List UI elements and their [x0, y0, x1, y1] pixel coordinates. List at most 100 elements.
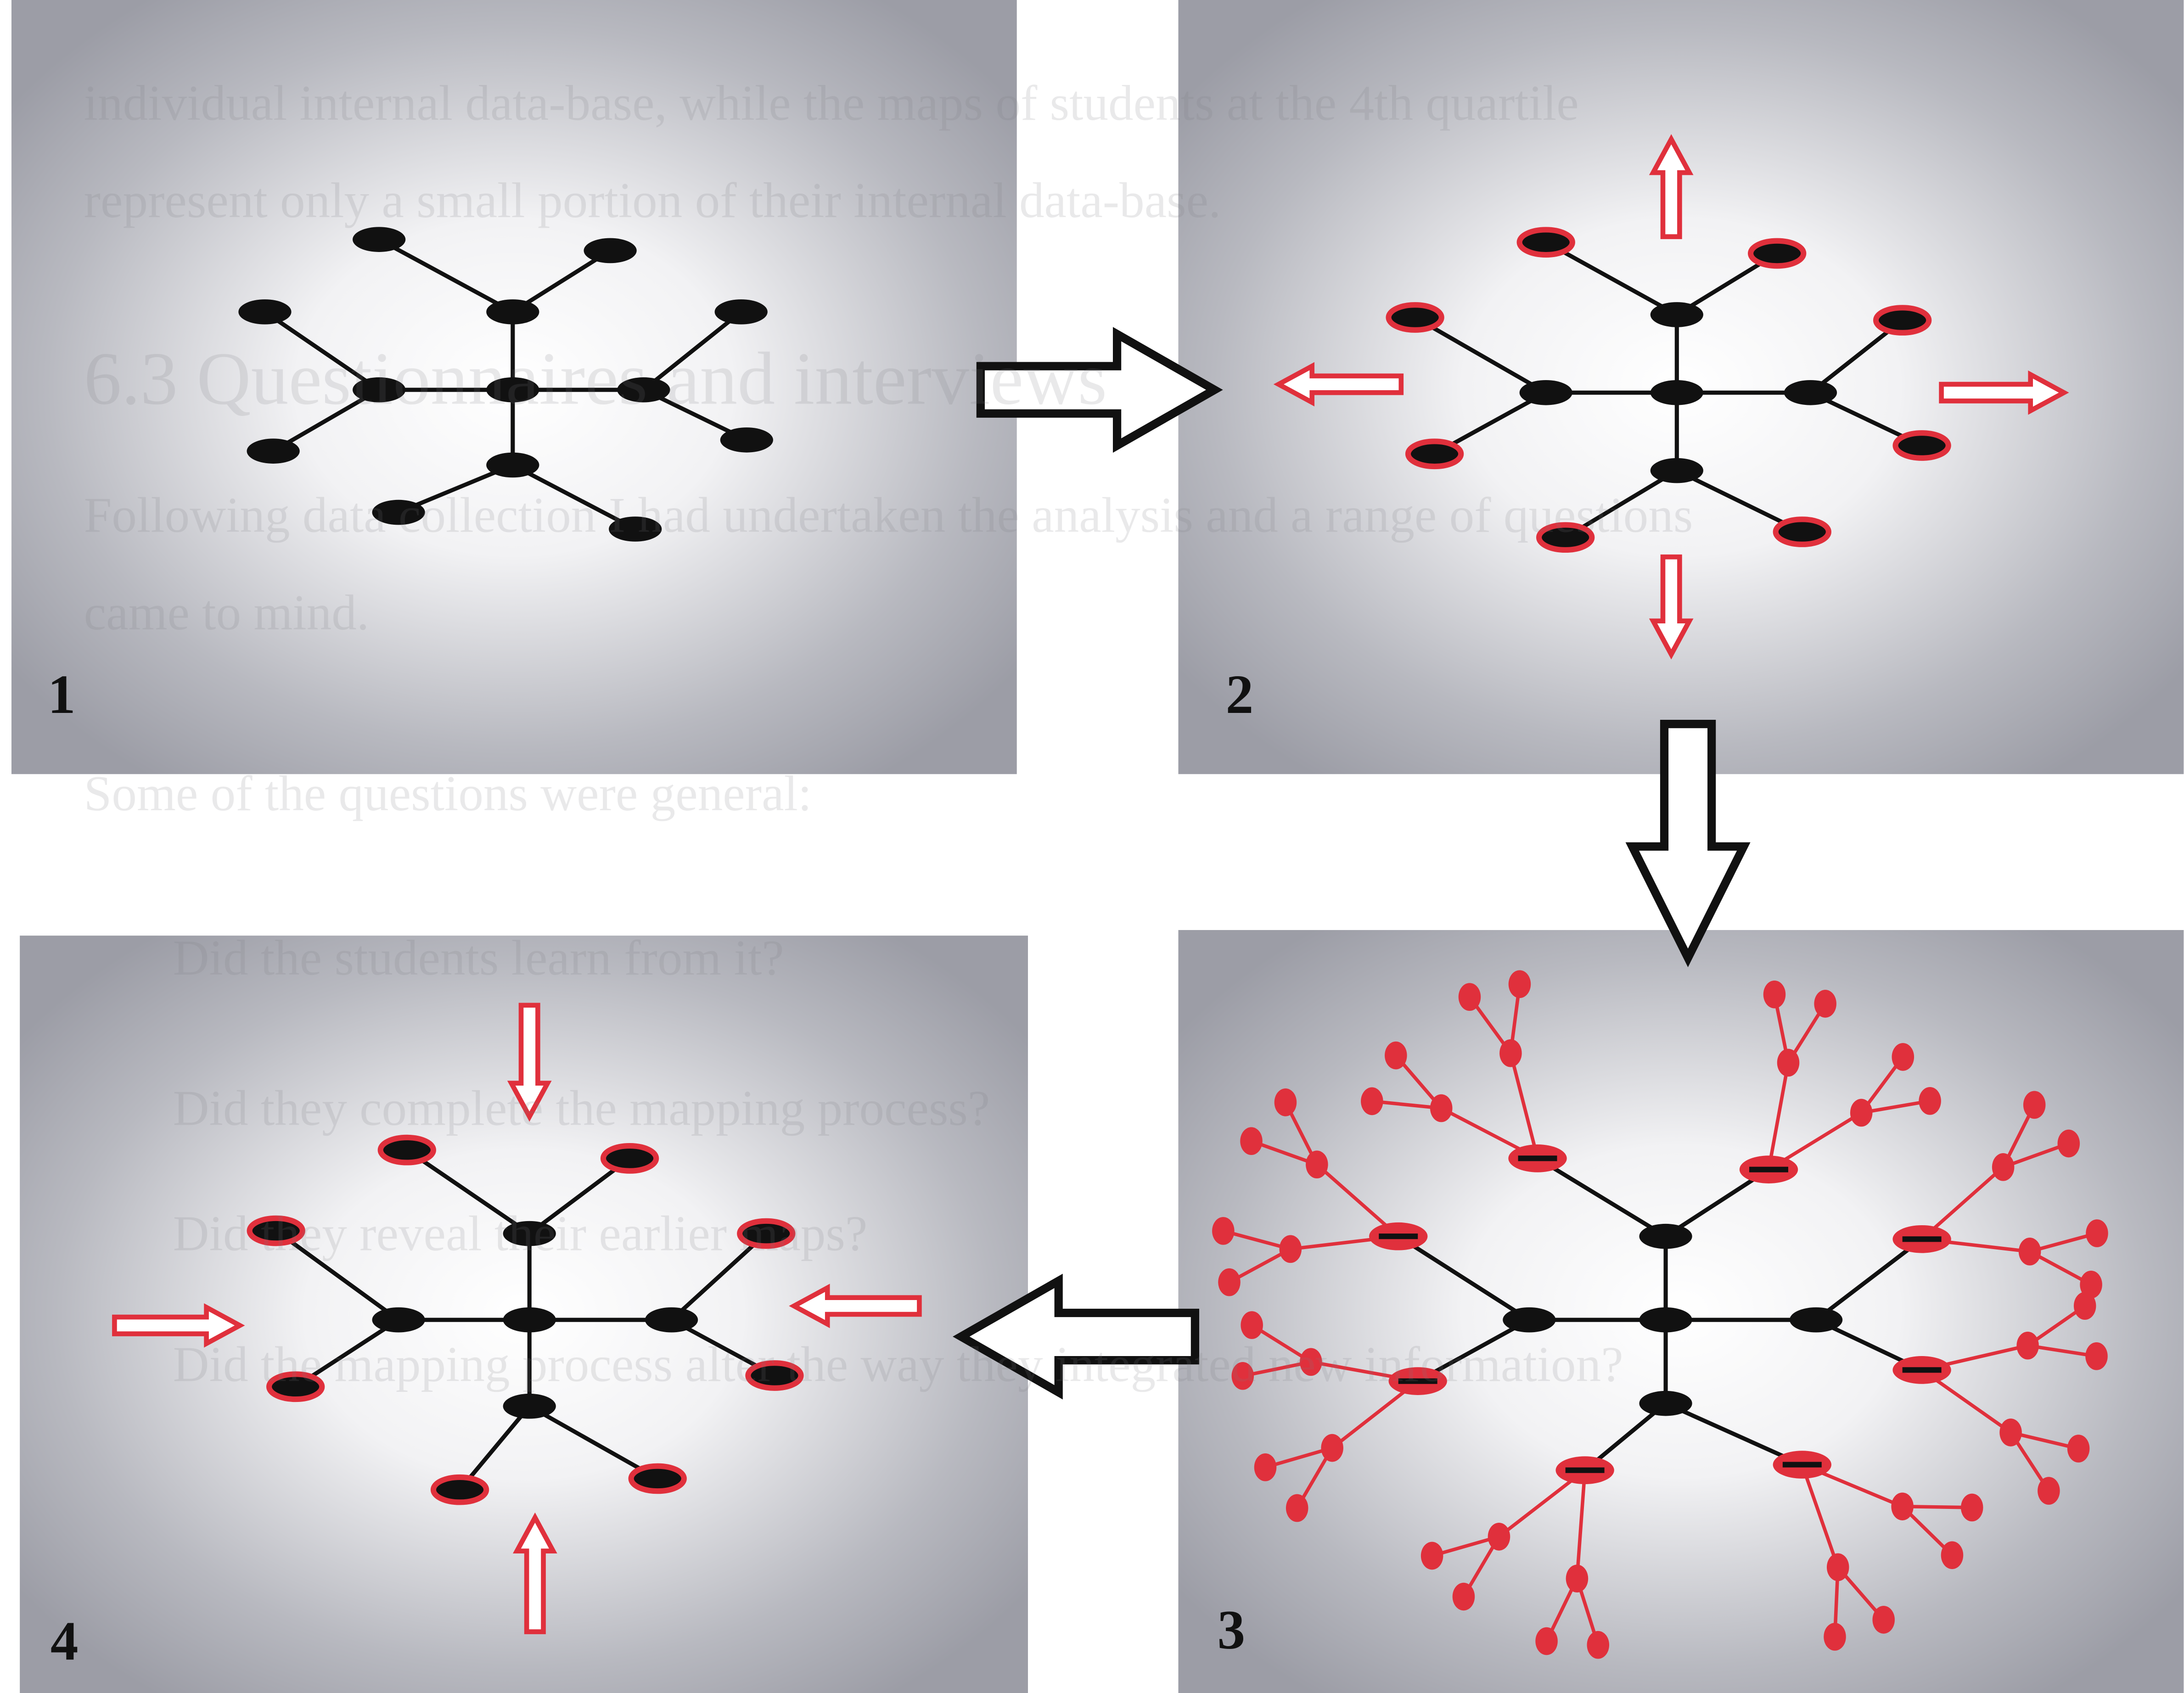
panel-label: 4 — [51, 1610, 79, 1672]
edge — [669, 1231, 769, 1322]
arrow — [1649, 554, 1694, 660]
node — [1300, 1348, 1322, 1376]
node — [1587, 1631, 1610, 1659]
node — [1430, 1094, 1453, 1122]
edge — [511, 463, 638, 532]
arrow — [513, 1512, 557, 1634]
edge — [1509, 1051, 1539, 1160]
node — [1503, 1307, 1556, 1333]
panel-label: 1 — [48, 664, 76, 725]
edge — [1413, 315, 1548, 395]
node — [1218, 1268, 1241, 1296]
node — [745, 1360, 804, 1391]
edge — [1430, 1535, 1501, 1558]
ghost-line: Following data collection I had undertak… — [84, 488, 1693, 543]
node — [1639, 1307, 1692, 1333]
node — [1992, 1153, 2015, 1181]
node — [1536, 522, 1595, 553]
node — [430, 1474, 489, 1505]
node — [1385, 1041, 1407, 1070]
edge — [1535, 1156, 1668, 1239]
ghost-line: Did the students learn from it? — [173, 930, 784, 986]
arrow — [1649, 134, 1694, 239]
arrow — [1273, 362, 1404, 407]
node — [486, 452, 539, 478]
node — [1814, 990, 1836, 1018]
arrow — [112, 1303, 245, 1348]
panel-label: 2 — [1226, 664, 1254, 725]
edge — [2009, 1430, 2080, 1451]
ghost-line: came to mind. — [84, 585, 370, 640]
node — [1824, 1623, 1846, 1651]
node — [1306, 1150, 1328, 1179]
node — [714, 299, 768, 325]
edge — [1370, 1099, 1443, 1110]
edge — [511, 248, 612, 314]
arrow — [953, 1273, 1200, 1400]
node — [1789, 1307, 1843, 1333]
node — [1231, 1362, 1254, 1390]
node — [2080, 1270, 2102, 1299]
node — [1999, 1418, 2022, 1446]
edge — [1263, 1446, 1334, 1469]
edge — [2001, 1142, 2071, 1169]
node — [2086, 1219, 2108, 1247]
trees — [238, 227, 2108, 1659]
arrows — [112, 134, 2069, 1634]
node — [609, 516, 662, 542]
ghost-line: individual internal data-base, while the… — [84, 75, 1579, 131]
node — [1254, 1453, 1277, 1481]
arrow — [507, 1003, 552, 1122]
node — [600, 1143, 659, 1174]
edge — [1249, 1139, 1319, 1166]
node — [1566, 1564, 1589, 1593]
edge — [377, 237, 515, 314]
node — [372, 1307, 425, 1333]
node — [1274, 1088, 1297, 1116]
node — [1850, 1099, 1873, 1127]
node — [1650, 302, 1703, 327]
edge — [271, 387, 382, 454]
node — [247, 1215, 305, 1246]
node — [1386, 302, 1444, 333]
node — [1919, 1087, 1941, 1115]
edge — [1767, 1061, 1790, 1172]
panel-label: 3 — [1217, 1599, 1245, 1661]
node — [372, 499, 425, 525]
node — [1519, 380, 1572, 405]
edge — [2028, 1231, 2099, 1254]
node — [503, 1221, 556, 1246]
node — [1405, 438, 1464, 470]
node — [2016, 1331, 2039, 1360]
ghost-line: represent only a small portion of their … — [84, 173, 1221, 228]
node — [737, 1218, 796, 1249]
edge — [1800, 1463, 1840, 1569]
node — [1488, 1523, 1510, 1551]
bleed-through-text: individual internal data-base, while the… — [84, 75, 1693, 1392]
node — [1499, 1039, 1522, 1067]
node — [2073, 1292, 2096, 1320]
node — [584, 238, 637, 263]
edge — [1663, 1401, 1804, 1467]
arrow — [1625, 720, 1751, 967]
node — [238, 299, 292, 325]
node — [1941, 1541, 1964, 1570]
node — [1872, 1606, 1895, 1634]
node — [1535, 1627, 1558, 1655]
edge — [1221, 1229, 1292, 1251]
edge — [274, 1228, 401, 1322]
node — [1892, 430, 1951, 461]
node — [2038, 1477, 2060, 1505]
edge — [1859, 1099, 1932, 1115]
ghost-line: Some of the questions were general: — [84, 766, 812, 821]
node — [1452, 1582, 1475, 1611]
node — [503, 1393, 556, 1419]
node — [1279, 1235, 1302, 1263]
node — [720, 427, 773, 453]
ghost-line: Did they reveal their earlier maps? — [173, 1206, 868, 1261]
node — [628, 1463, 687, 1494]
node — [1639, 1223, 1692, 1249]
node — [1777, 1048, 1800, 1077]
node — [1650, 458, 1703, 483]
